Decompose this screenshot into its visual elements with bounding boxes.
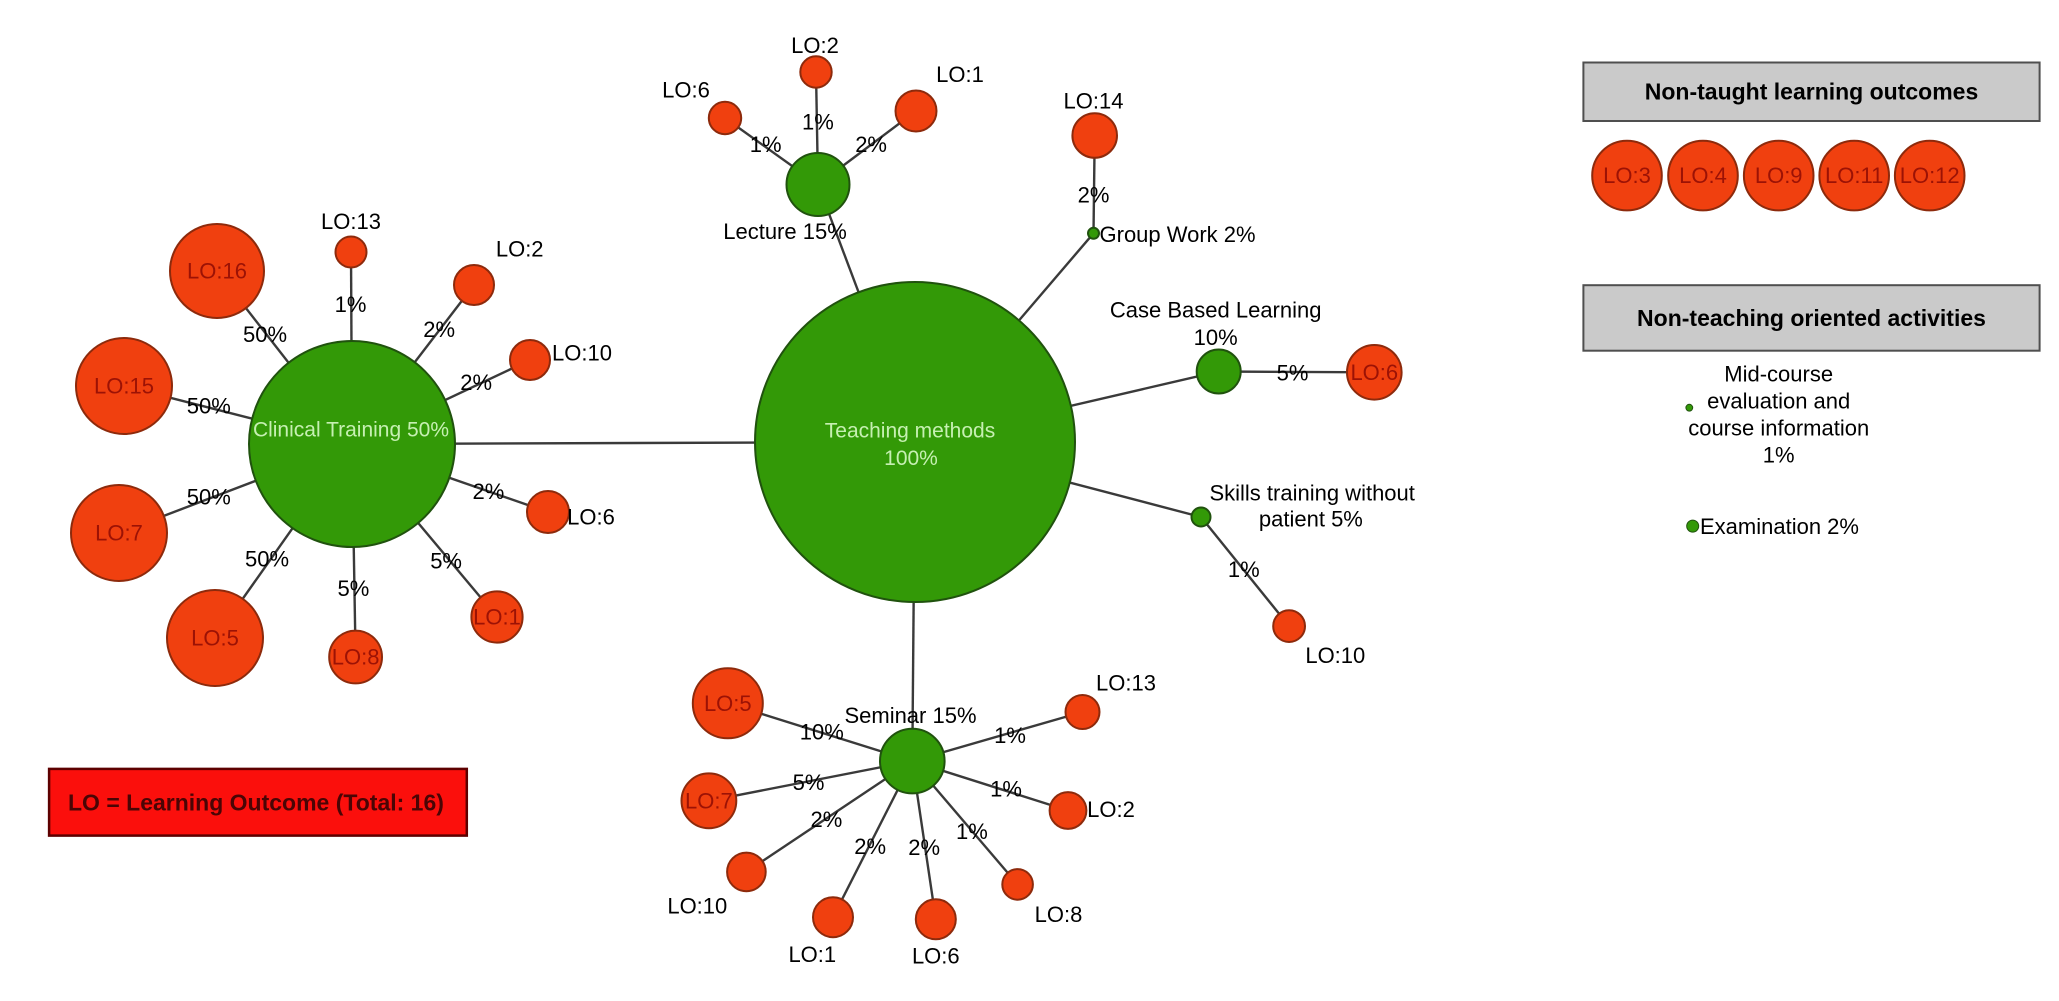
- svg-text:2%: 2%: [460, 370, 492, 395]
- svg-text:Case Based Learning: Case Based Learning: [1110, 298, 1322, 323]
- svg-text:1%: 1%: [1763, 443, 1795, 468]
- svg-text:Teaching methods: Teaching methods: [825, 420, 995, 443]
- svg-text:LO:6: LO:6: [567, 505, 615, 530]
- svg-text:2%: 2%: [473, 479, 505, 504]
- svg-text:5%: 5%: [793, 770, 825, 795]
- svg-text:LO:3: LO:3: [1603, 163, 1651, 188]
- svg-text:LO:14: LO:14: [1064, 89, 1124, 114]
- svg-text:LO:6: LO:6: [662, 78, 710, 103]
- svg-text:1%: 1%: [956, 819, 988, 844]
- svg-text:evaluation and: evaluation and: [1707, 388, 1850, 413]
- svg-text:50%: 50%: [243, 322, 287, 347]
- svg-text:LO:10: LO:10: [552, 341, 612, 366]
- svg-text:LO:5: LO:5: [704, 691, 752, 716]
- svg-text:50%: 50%: [187, 485, 231, 510]
- svg-text:Examination 2%: Examination 2%: [1700, 514, 1859, 539]
- svg-text:Mid-course: Mid-course: [1724, 362, 1833, 387]
- svg-text:LO:10: LO:10: [667, 894, 727, 919]
- svg-text:patient 5%: patient 5%: [1259, 507, 1363, 532]
- svg-text:LO:15: LO:15: [94, 374, 154, 399]
- svg-text:LO:6: LO:6: [912, 943, 960, 968]
- svg-text:LO:16: LO:16: [187, 259, 247, 284]
- svg-text:LO:8: LO:8: [1035, 902, 1083, 927]
- svg-text:10%: 10%: [1194, 325, 1238, 350]
- svg-text:1%: 1%: [1228, 557, 1260, 582]
- svg-text:50%: 50%: [187, 394, 231, 419]
- svg-text:LO:8: LO:8: [332, 645, 380, 670]
- svg-text:LO:13: LO:13: [1096, 671, 1156, 696]
- svg-text:LO:2: LO:2: [1087, 797, 1135, 822]
- svg-text:LO:6: LO:6: [1350, 360, 1398, 385]
- svg-text:2%: 2%: [854, 834, 886, 859]
- svg-text:LO:4: LO:4: [1679, 163, 1727, 188]
- svg-text:Skills training without: Skills training without: [1209, 481, 1414, 506]
- svg-text:LO:11: LO:11: [1825, 163, 1883, 188]
- svg-text:Lecture 15%: Lecture 15%: [723, 219, 847, 244]
- svg-text:1%: 1%: [990, 777, 1022, 802]
- svg-text:LO:7: LO:7: [685, 788, 733, 813]
- svg-text:2%: 2%: [855, 132, 887, 157]
- svg-text:2%: 2%: [1078, 183, 1110, 208]
- svg-text:LO:12: LO:12: [1900, 163, 1960, 188]
- svg-text:100%: 100%: [884, 447, 938, 470]
- svg-text:LO:1: LO:1: [473, 605, 521, 630]
- svg-text:Non-taught learning outcomes: Non-taught learning outcomes: [1645, 79, 1979, 105]
- svg-text:Seminar 15%: Seminar 15%: [844, 703, 976, 728]
- svg-text:LO:9: LO:9: [1755, 163, 1803, 188]
- svg-text:LO:1: LO:1: [788, 942, 836, 967]
- svg-text:LO = Learning Outcome (Total:: LO = Learning Outcome (Total: 16): [68, 789, 444, 815]
- svg-text:5%: 5%: [1277, 361, 1309, 386]
- svg-text:LO:7: LO:7: [95, 521, 143, 546]
- svg-text:50%: 50%: [245, 547, 289, 572]
- svg-text:Group Work 2%: Group Work 2%: [1100, 222, 1256, 247]
- svg-text:Clinical Training 50%: Clinical Training 50%: [253, 419, 449, 442]
- svg-text:course information: course information: [1688, 416, 1869, 441]
- svg-text:LO:2: LO:2: [496, 236, 544, 261]
- svg-text:LO:2: LO:2: [791, 33, 839, 58]
- svg-text:LO:13: LO:13: [321, 209, 381, 234]
- svg-text:2%: 2%: [908, 835, 940, 860]
- svg-text:Non-teaching oriented activiti: Non-teaching oriented activities: [1637, 305, 1986, 331]
- svg-text:2%: 2%: [423, 317, 455, 342]
- svg-text:LO:5: LO:5: [191, 626, 239, 651]
- svg-text:1%: 1%: [335, 292, 367, 317]
- svg-text:10%: 10%: [800, 720, 844, 745]
- svg-text:LO:10: LO:10: [1305, 643, 1365, 668]
- svg-text:LO:1: LO:1: [936, 62, 984, 87]
- svg-text:5%: 5%: [338, 576, 370, 601]
- svg-text:1%: 1%: [994, 723, 1026, 748]
- svg-text:5%: 5%: [430, 549, 462, 574]
- svg-text:2%: 2%: [811, 807, 843, 832]
- svg-text:1%: 1%: [802, 109, 834, 134]
- svg-text:1%: 1%: [750, 132, 782, 157]
